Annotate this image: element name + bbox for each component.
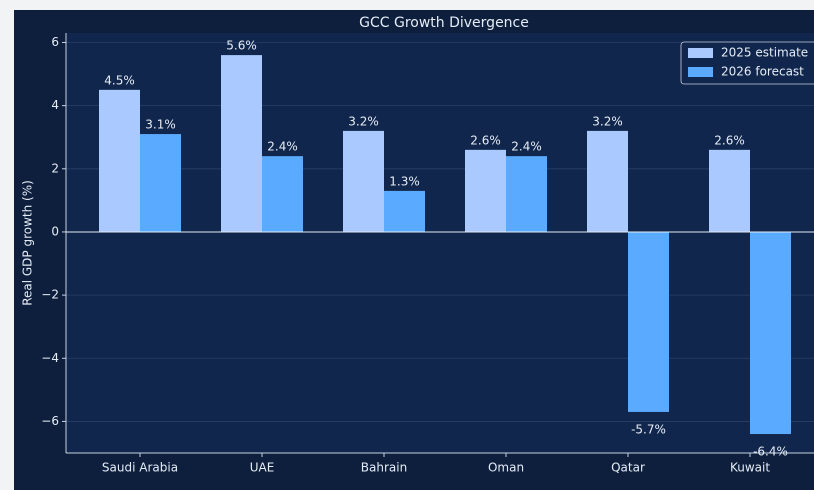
value-label: 1.3%: [389, 174, 420, 188]
x-tick-label: UAE: [250, 461, 275, 475]
value-label: 2.6%: [714, 133, 745, 147]
y-tick-label: −4: [41, 351, 59, 365]
bar: [506, 156, 547, 232]
y-tick-label: 2: [51, 161, 59, 175]
value-label: 4.5%: [104, 73, 135, 87]
x-tick-label: Qatar: [611, 461, 645, 475]
legend-label: 2026 forecast: [721, 65, 804, 79]
bar: [99, 89, 140, 232]
legend-swatch: [688, 48, 713, 58]
chart-title: GCC Growth Divergence: [359, 15, 529, 31]
legend-box: [680, 41, 814, 85]
y-tick-label: −6: [41, 414, 59, 428]
x-tick-label: Bahrain: [361, 461, 407, 475]
y-tick-label: 0: [51, 224, 59, 238]
value-label: 2.4%: [511, 140, 542, 154]
bar: [221, 55, 262, 232]
x-tick-label: Oman: [488, 461, 524, 475]
bar: [628, 231, 669, 412]
value-label: 3.2%: [348, 114, 379, 128]
bar: [140, 134, 181, 232]
y-tick-label: −2: [41, 288, 59, 302]
value-label: 3.2%: [592, 114, 623, 128]
legend-label: 2025 estimate: [721, 46, 808, 60]
value-label: 2.6%: [470, 133, 501, 147]
y-tick-label: 4: [51, 98, 59, 112]
value-label: -5.7%: [631, 422, 666, 436]
value-label: 2.4%: [267, 140, 298, 154]
value-label: 5.6%: [226, 39, 257, 53]
bar: [750, 231, 791, 435]
y-axis-label: Real GDP growth (%): [21, 180, 35, 306]
plot-background: [66, 33, 814, 453]
value-label: 3.1%: [145, 118, 176, 132]
x-tick-label: Kuwait: [730, 461, 770, 475]
bar: [343, 130, 384, 232]
bar: [465, 149, 506, 232]
bar: [262, 156, 303, 232]
x-tick-label: Saudi Arabia: [102, 461, 178, 475]
value-label: -6.4%: [753, 445, 788, 459]
y-tick-label: 6: [51, 35, 59, 49]
bar: [587, 130, 628, 232]
legend-swatch: [688, 67, 713, 77]
bar: [709, 149, 750, 232]
bar: [384, 190, 425, 232]
